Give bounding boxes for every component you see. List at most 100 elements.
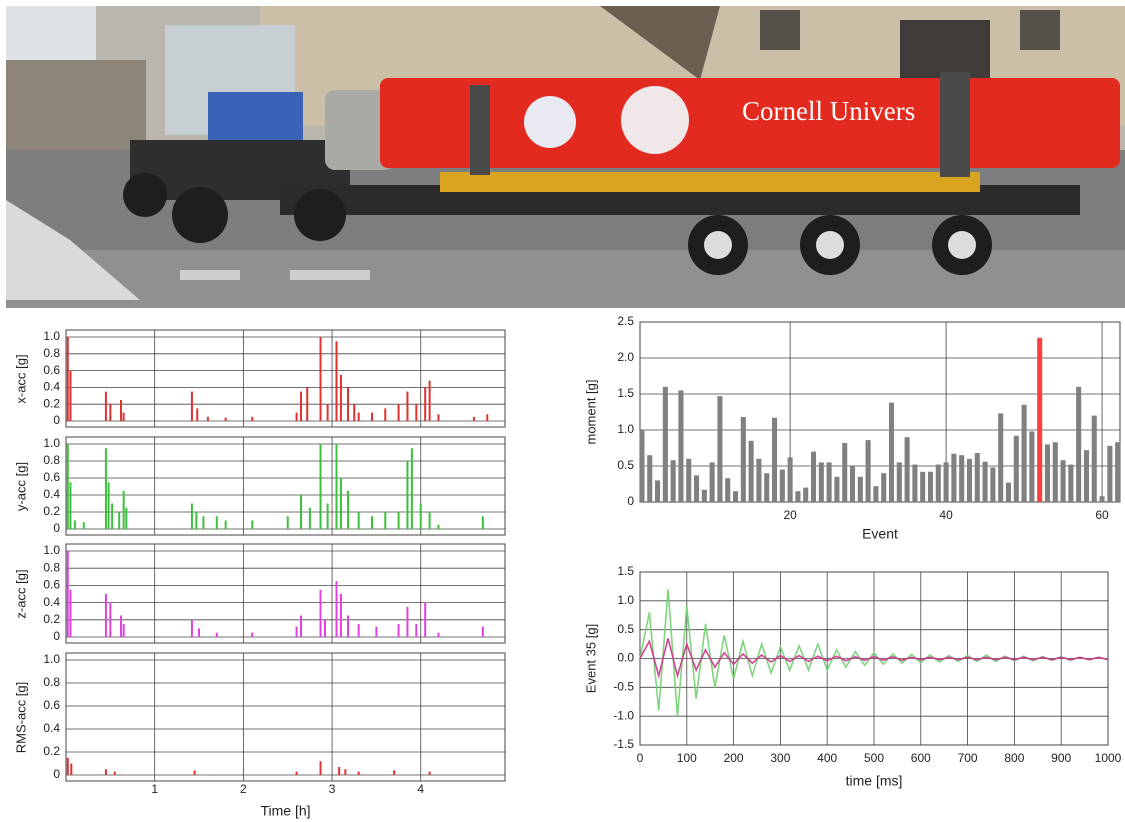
bar — [1029, 431, 1035, 502]
y-tick-label: 0.5 — [617, 458, 634, 472]
bar — [888, 402, 895, 502]
y-tick-label: 0 — [53, 629, 60, 643]
bar — [818, 462, 824, 502]
y-tick-label: 1.0 — [43, 329, 60, 343]
bar — [740, 417, 746, 502]
x-tick-label: 20 — [783, 508, 797, 522]
y-tick-label: 0.8 — [43, 453, 60, 467]
y-tick-label: 1.5 — [617, 386, 634, 400]
y-tick-label: 0.6 — [43, 698, 60, 712]
y-axis-label: x-acc [g] — [13, 354, 28, 403]
y-tick-label: 0.8 — [43, 560, 60, 574]
y-tick-label: 0.4 — [43, 380, 60, 394]
bar — [896, 462, 902, 502]
x-tick-label: 40 — [939, 508, 953, 522]
x-tick-label: 900 — [1051, 751, 1071, 765]
y-axis-label: RMS-acc [g] — [13, 682, 28, 754]
photo-text: Cornell Univers — [742, 96, 915, 126]
x-tick-label: 60 — [1095, 508, 1109, 522]
bar — [756, 458, 762, 502]
bar — [1021, 404, 1027, 502]
plot-frame — [65, 652, 506, 782]
bar — [1005, 482, 1012, 502]
bar — [779, 469, 785, 502]
y-tick-label: 0.8 — [43, 675, 60, 689]
y-tick-label: 0.2 — [43, 504, 60, 518]
bar — [1107, 445, 1113, 502]
y-tick-label: 1.0 — [617, 422, 634, 436]
x-tick-label: 500 — [864, 751, 884, 765]
y-tick-label: 0 — [53, 767, 60, 781]
bar — [803, 487, 809, 502]
y-axis-label: Event 35 [g] — [583, 624, 598, 693]
bar — [959, 455, 965, 502]
photo: Cornell Univers — [6, 6, 1125, 308]
bar — [849, 466, 856, 502]
bar — [873, 486, 879, 502]
y-axis-label: moment [g] — [583, 379, 598, 444]
x-tick-label: 3 — [329, 782, 336, 796]
x-tick-label: 200 — [724, 751, 744, 765]
bar — [865, 440, 871, 502]
y-tick-label: 0.6 — [43, 363, 60, 377]
bar — [1099, 496, 1105, 502]
bar — [951, 453, 957, 502]
bar — [717, 396, 723, 502]
bar — [1060, 460, 1066, 502]
bar — [771, 417, 778, 502]
bar — [686, 458, 692, 502]
x-axis-label: Time [h] — [260, 803, 310, 819]
bar — [974, 453, 980, 502]
y-tick-label: 0.6 — [43, 578, 60, 592]
bar — [1083, 450, 1090, 502]
y-tick-label: 0.2 — [43, 396, 60, 410]
bar — [678, 390, 684, 502]
y-tick-label: 0.0 — [617, 651, 634, 665]
y-tick-label: 0.4 — [43, 595, 60, 609]
bar — [943, 462, 949, 502]
bar — [694, 475, 700, 502]
bar — [1052, 442, 1058, 502]
bar — [1076, 386, 1082, 502]
y-tick-label: -1.0 — [613, 708, 634, 722]
bar — [639, 430, 645, 502]
x-axis-label: Event — [862, 526, 898, 542]
y-tick-label: 0.8 — [43, 346, 60, 360]
bar — [1068, 464, 1074, 502]
y-tick-label: 1.0 — [617, 593, 634, 607]
bar — [701, 489, 707, 502]
x-tick-label: 1 — [151, 782, 158, 796]
bar — [732, 491, 739, 502]
signal-line — [639, 638, 1109, 679]
bar — [1037, 337, 1043, 502]
bar — [990, 467, 996, 502]
bar — [982, 461, 988, 502]
bar — [1044, 444, 1051, 502]
bar — [787, 457, 793, 502]
x-tick-label: 1000 — [1095, 751, 1122, 765]
bar — [881, 473, 887, 502]
x-tick-label: 2 — [240, 782, 247, 796]
bar — [795, 491, 801, 502]
bar — [1115, 442, 1121, 502]
bar — [655, 480, 661, 502]
bar — [857, 476, 863, 502]
x-tick-label: 800 — [1004, 751, 1024, 765]
bar — [764, 473, 770, 502]
bar — [670, 460, 676, 502]
bar — [834, 476, 840, 502]
y-tick-label: 1.0 — [43, 543, 60, 557]
bar — [647, 455, 653, 502]
x-tick-label: 700 — [958, 751, 978, 765]
bar — [935, 464, 941, 502]
bar — [748, 440, 754, 502]
y-tick-label: 0.4 — [43, 487, 60, 501]
y-tick-label: 2.0 — [617, 350, 634, 364]
y-tick-label: 0.2 — [43, 744, 60, 758]
bar — [842, 442, 848, 502]
bar — [904, 437, 910, 502]
y-tick-label: 1.5 — [617, 564, 634, 578]
y-tick-label: 1.0 — [43, 436, 60, 450]
x-tick-label: 100 — [677, 751, 697, 765]
